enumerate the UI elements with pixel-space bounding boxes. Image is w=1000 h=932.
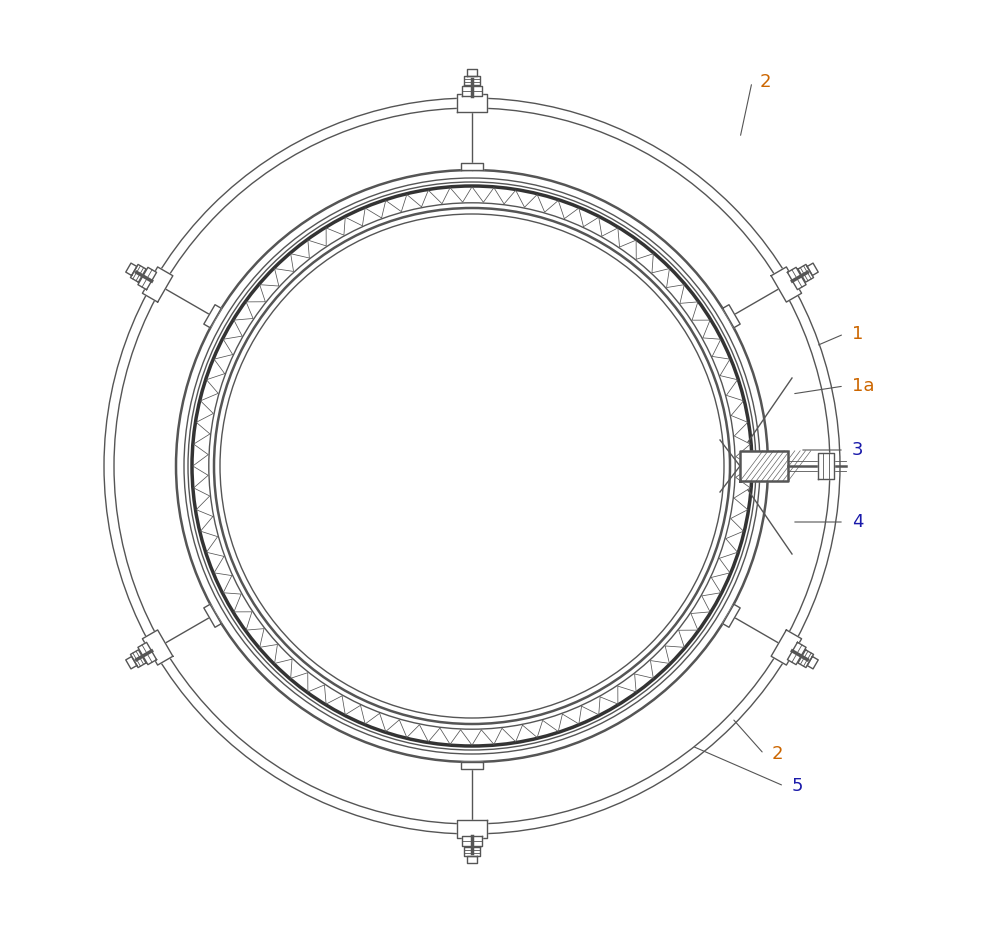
Text: 2: 2: [772, 745, 784, 763]
Polygon shape: [798, 650, 814, 667]
Polygon shape: [130, 265, 146, 282]
Polygon shape: [142, 630, 173, 665]
Polygon shape: [787, 267, 806, 290]
Polygon shape: [464, 76, 480, 85]
Polygon shape: [138, 642, 157, 665]
Text: 4: 4: [852, 513, 864, 531]
Polygon shape: [818, 453, 834, 479]
Polygon shape: [461, 163, 483, 170]
Polygon shape: [130, 650, 146, 667]
Text: 3: 3: [852, 441, 864, 459]
Polygon shape: [771, 267, 802, 302]
Polygon shape: [807, 263, 818, 276]
Polygon shape: [126, 656, 137, 669]
Polygon shape: [457, 820, 487, 838]
Polygon shape: [138, 267, 157, 290]
Polygon shape: [126, 263, 137, 276]
Polygon shape: [467, 856, 477, 863]
Polygon shape: [461, 762, 483, 769]
Polygon shape: [464, 847, 480, 856]
Polygon shape: [740, 451, 788, 481]
Polygon shape: [723, 305, 740, 328]
Polygon shape: [771, 630, 802, 665]
Text: 2: 2: [760, 73, 772, 91]
Polygon shape: [467, 69, 477, 76]
Text: 1a: 1a: [852, 377, 874, 395]
Polygon shape: [723, 604, 740, 627]
Polygon shape: [457, 94, 487, 112]
Polygon shape: [142, 267, 173, 302]
Text: 5: 5: [792, 777, 804, 795]
Polygon shape: [204, 305, 221, 328]
Text: 1: 1: [852, 325, 863, 343]
Polygon shape: [204, 604, 221, 627]
Polygon shape: [462, 86, 482, 96]
Polygon shape: [798, 265, 814, 282]
Polygon shape: [462, 836, 482, 846]
Polygon shape: [787, 642, 806, 665]
Polygon shape: [807, 656, 818, 669]
